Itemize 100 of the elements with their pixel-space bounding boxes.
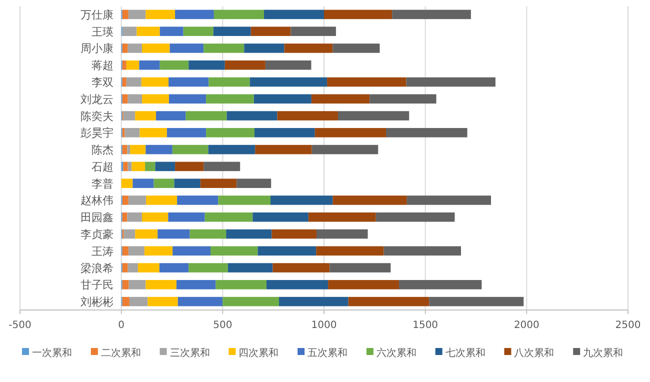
bar <box>208 144 256 154</box>
bar <box>190 229 226 239</box>
bar <box>332 44 380 53</box>
y-tick-label: 周小康 <box>80 42 114 56</box>
bar <box>266 280 328 290</box>
bar <box>122 212 128 222</box>
bar <box>213 26 251 36</box>
bar <box>142 212 168 222</box>
bar <box>123 162 128 172</box>
y-tick-label: 王瑛 <box>91 25 114 38</box>
bar <box>338 111 410 120</box>
legend-label: 一次累和 <box>32 347 72 359</box>
bar <box>206 94 254 104</box>
bar <box>226 111 278 120</box>
x-tick-label: 1500 <box>412 320 438 331</box>
x-tick-label: 2000 <box>514 320 540 331</box>
bar <box>314 128 386 138</box>
x-tick-label: -500 <box>8 320 32 331</box>
legend-label: 六次累和 <box>376 347 416 359</box>
bar <box>156 111 186 120</box>
bar <box>222 296 280 306</box>
bar <box>160 60 189 70</box>
bar <box>226 229 272 239</box>
legend-label: 二次累和 <box>100 347 141 359</box>
bar <box>264 10 324 20</box>
y-tick-label: 田园鑫 <box>80 211 114 224</box>
bar <box>128 44 142 53</box>
bar <box>127 144 130 154</box>
bar <box>122 144 128 154</box>
bar <box>142 44 170 53</box>
bar <box>176 280 216 290</box>
bar <box>128 196 146 205</box>
bar <box>128 246 144 256</box>
legend-label: 四次累和 <box>238 347 279 359</box>
bar <box>272 229 316 239</box>
bar <box>172 246 211 256</box>
y-tick-label: 陈杰 <box>91 144 114 157</box>
bar <box>277 111 338 120</box>
y-tick-label: 彭昊宇 <box>80 126 114 140</box>
bar <box>330 263 391 272</box>
bar <box>144 246 173 256</box>
bar <box>122 246 128 256</box>
bar <box>129 296 148 306</box>
bar <box>206 128 254 138</box>
bar <box>316 229 368 239</box>
bar <box>170 44 204 53</box>
bar <box>142 94 169 104</box>
bar <box>122 196 128 205</box>
bar <box>188 263 228 272</box>
bar <box>392 10 471 20</box>
y-tick-label: 李普 <box>91 177 114 190</box>
bar <box>126 77 142 87</box>
bar <box>175 10 214 20</box>
bar <box>210 246 258 256</box>
bar <box>123 111 136 120</box>
bar <box>136 26 160 36</box>
bar <box>255 144 312 154</box>
legend-label: 五次累和 <box>308 347 348 359</box>
bar <box>311 94 370 104</box>
bar <box>224 60 266 70</box>
y-tick-label: 甘子民 <box>80 278 114 292</box>
bar <box>216 280 266 290</box>
bar <box>135 229 158 239</box>
bar <box>121 178 133 188</box>
bar <box>168 77 209 87</box>
bar <box>218 196 270 205</box>
bar <box>140 128 167 138</box>
bar <box>324 10 392 20</box>
y-tick-label: 赵林伟 <box>80 194 114 208</box>
bar <box>177 196 218 205</box>
bar <box>166 128 206 138</box>
bar <box>145 162 156 172</box>
bar <box>132 162 146 172</box>
bar <box>258 246 316 256</box>
bar <box>386 128 468 138</box>
bar <box>208 77 250 87</box>
y-tick-label: 梁浪希 <box>80 262 114 275</box>
bar <box>250 77 328 87</box>
bar <box>254 128 315 138</box>
bar <box>406 196 491 205</box>
bar <box>188 60 225 70</box>
bar <box>122 26 137 36</box>
bar <box>132 178 154 188</box>
bar <box>214 10 264 20</box>
legend-label: 八次累和 <box>514 347 554 359</box>
bar <box>398 280 482 290</box>
bar <box>204 212 253 222</box>
bar <box>316 246 384 256</box>
bar <box>146 144 172 154</box>
bar <box>252 212 308 222</box>
bar <box>272 263 330 272</box>
bar <box>124 229 136 239</box>
bar <box>139 60 160 70</box>
x-tick-label: 500 <box>213 320 232 331</box>
bar <box>148 296 178 306</box>
bar <box>279 296 348 306</box>
bar <box>429 296 524 306</box>
bar <box>122 77 126 87</box>
bar <box>204 44 244 53</box>
bar <box>126 60 140 70</box>
